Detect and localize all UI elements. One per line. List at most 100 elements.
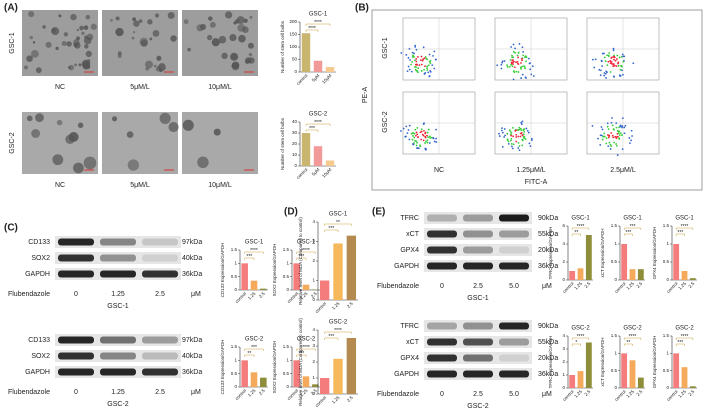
cell-sphere — [197, 156, 209, 169]
flow-event — [516, 54, 519, 57]
cell-line-label: GSC-1 — [107, 303, 129, 310]
panel-letter: (B) — [355, 3, 369, 14]
flow-event — [504, 134, 507, 137]
cell-sphere — [159, 68, 163, 73]
flow-event — [622, 73, 624, 76]
flow-event — [620, 125, 623, 128]
flow-event — [510, 132, 513, 134]
flow-event — [411, 143, 414, 145]
cell-sphere — [76, 36, 80, 41]
protein-label: CD133 — [28, 239, 50, 246]
flow-event — [433, 140, 436, 143]
chart-title: GSC-2 — [623, 326, 642, 332]
significance-bracket — [296, 348, 316, 351]
significance-label: **** — [681, 334, 689, 340]
flow-event — [607, 128, 610, 131]
flow-event — [514, 47, 516, 50]
y-tick-label: 0.5 — [611, 259, 618, 264]
chart-title: GSC-1 — [675, 216, 694, 222]
significance-label: **** — [577, 224, 585, 230]
flow-event — [424, 56, 427, 58]
bar — [621, 353, 628, 388]
y-axis-label: CD133 Expression/GAPDH — [220, 340, 225, 395]
x-tick-label: 1.25 — [625, 281, 635, 291]
significance-label: ** — [247, 351, 251, 357]
significance-label: *** — [328, 226, 334, 232]
flow-event — [510, 137, 513, 140]
significance-label: **** — [308, 26, 316, 32]
flow-event — [530, 73, 533, 76]
significance-bracket — [324, 229, 339, 232]
flow-event — [612, 136, 615, 139]
flow-event — [631, 135, 633, 137]
y-tick-label: 1.5 — [231, 344, 238, 349]
cell-sphere — [81, 59, 91, 69]
flow-event — [528, 62, 531, 65]
y-axis-label: GPX4 Expression/GAPDH — [652, 227, 657, 280]
significance-label: ** — [574, 230, 578, 236]
cell-sphere — [23, 65, 29, 70]
y-tick-label: 0.5 — [611, 368, 618, 373]
flow-event — [435, 141, 438, 144]
flow-event — [506, 139, 509, 141]
bar — [637, 269, 644, 280]
flow-event — [501, 60, 504, 63]
flow-event — [414, 44, 417, 47]
blot-band — [100, 270, 136, 278]
flow-event — [613, 141, 616, 144]
flow-event — [520, 131, 523, 134]
x-tick-label: 1.25 — [331, 395, 341, 405]
flow-event — [428, 142, 431, 144]
x-tick-label: control — [295, 73, 308, 86]
flow-event — [607, 60, 610, 63]
y-tick-label: 0.5 — [231, 274, 238, 279]
x-tick-label: 1.25 — [247, 291, 257, 301]
flow-event — [607, 136, 610, 139]
blot-band — [427, 354, 457, 362]
bar — [621, 244, 628, 280]
flow-event — [419, 59, 422, 62]
flow-event — [525, 56, 528, 59]
y-tick-label: 0 — [286, 384, 289, 389]
blot-band — [58, 336, 94, 344]
cell-sphere — [213, 128, 221, 136]
flow-event — [501, 127, 503, 130]
bar — [681, 271, 688, 280]
flow-event — [607, 55, 610, 58]
flow-event — [422, 139, 425, 142]
dose-label: 5.0 — [509, 391, 519, 398]
flow-event — [496, 64, 499, 67]
cell-sphere — [55, 46, 59, 51]
chart-title: GSC-2 — [675, 326, 694, 332]
y-tick-label: 1 — [666, 241, 669, 246]
blot-band — [499, 262, 529, 270]
flow-event — [614, 135, 617, 138]
flow-event — [615, 58, 618, 60]
y-tick-label: 0.5 — [663, 368, 670, 373]
y-tick-label: 30 — [292, 130, 298, 135]
x-tick-label: 2.5 — [583, 281, 591, 289]
cell-line-label: GSC-2 — [107, 401, 129, 408]
flow-event — [411, 61, 413, 63]
y-tick-label: 100 — [289, 44, 297, 49]
axis-label: PE-A — [362, 87, 369, 104]
significance-bracket — [571, 233, 581, 236]
y-tick-label: 1.5 — [283, 344, 290, 349]
flow-event — [412, 54, 415, 57]
flow-event — [591, 125, 594, 127]
significance-label: **** — [314, 20, 322, 26]
flow-event — [630, 139, 633, 142]
flow-event — [506, 132, 509, 135]
flow-event — [413, 142, 415, 144]
cell-sphere — [78, 63, 82, 67]
cell-sphere — [248, 52, 253, 57]
cell-sphere — [244, 59, 250, 64]
flow-event — [629, 142, 631, 145]
y-tick-label: 2 — [312, 359, 315, 364]
flow-event — [412, 135, 414, 137]
significance-label: * — [575, 340, 577, 346]
treatment-label: Flubendazole — [8, 291, 50, 298]
bar — [250, 372, 258, 387]
y-tick-label: 4 — [562, 333, 565, 338]
